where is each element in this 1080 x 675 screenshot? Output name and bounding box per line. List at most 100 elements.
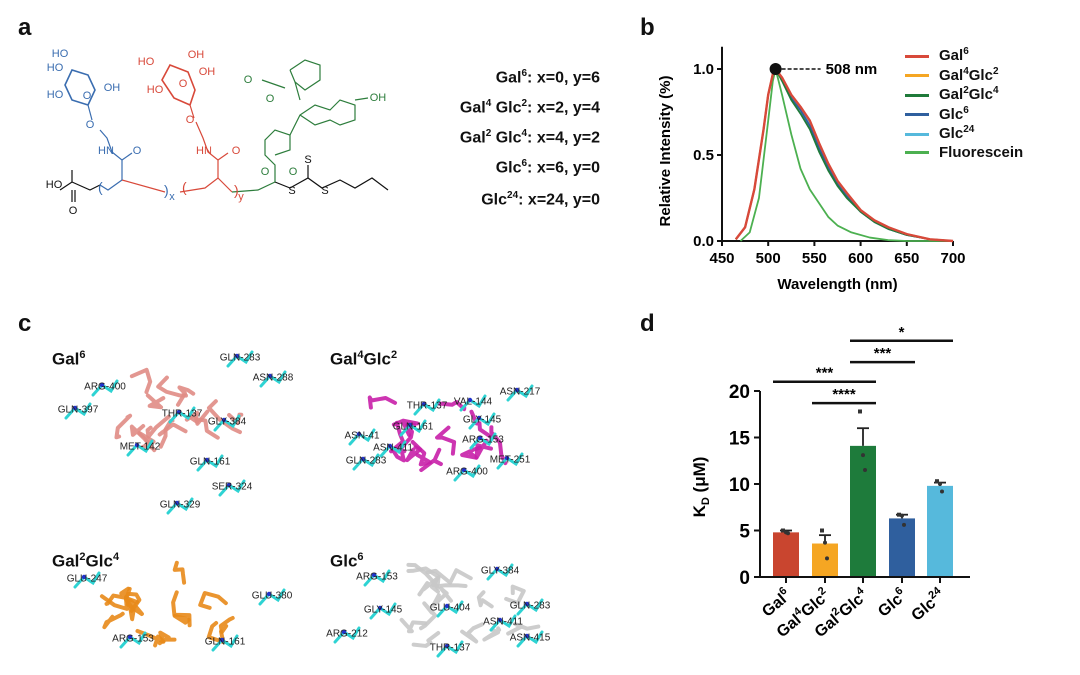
label-superscript: 6 bbox=[963, 104, 969, 116]
bond bbox=[189, 104, 195, 119]
label-name: Glc bbox=[85, 551, 113, 571]
residue-stick bbox=[64, 402, 92, 420]
data-point bbox=[863, 468, 867, 473]
label-name: Fluorescein bbox=[939, 143, 1024, 161]
residue-stick bbox=[506, 384, 534, 402]
atom-red_o_ring: O bbox=[179, 78, 188, 90]
residue-label: GLN-397 bbox=[57, 404, 99, 416]
series-line-0 bbox=[734, 67, 954, 243]
composition-item: Gal2 Glc4: x=4, y=2 bbox=[400, 128, 600, 147]
residue-label: ARG-153 bbox=[462, 434, 504, 446]
label-superscript: 4 bbox=[963, 65, 969, 77]
nitrogen-atom bbox=[266, 591, 272, 597]
ligand-stick bbox=[157, 630, 177, 646]
ligand-stick bbox=[157, 422, 188, 437]
panel-label-d: d bbox=[640, 310, 655, 337]
residue-label: ASN-411 bbox=[373, 442, 413, 454]
composition-item: Gal4 Glc2: x=2, y=4 bbox=[400, 98, 600, 117]
atom-acid_o: O bbox=[69, 205, 78, 217]
x-tick-label: Glc24 bbox=[907, 584, 950, 624]
bracket: ( bbox=[98, 179, 103, 195]
atom-s3: S bbox=[304, 154, 311, 166]
label-superscript: 4 bbox=[992, 85, 999, 96]
nitrogen-atom bbox=[204, 457, 210, 463]
ligand-stick bbox=[172, 613, 191, 625]
residue-label: GLU-404 bbox=[429, 602, 471, 614]
bracket: ) bbox=[164, 182, 169, 198]
x-tick-label: 450 bbox=[709, 250, 734, 267]
label-name: Glc bbox=[481, 191, 508, 209]
data-point bbox=[902, 522, 906, 527]
residue-stick bbox=[213, 414, 241, 432]
ligand-stick bbox=[411, 631, 441, 648]
y-tick-label: 1.0 bbox=[693, 61, 714, 78]
residue-stick bbox=[413, 398, 441, 416]
data-point bbox=[820, 528, 824, 533]
residue-stick bbox=[218, 479, 246, 497]
label-name: Glc bbox=[330, 551, 358, 571]
label-name: Gal bbox=[495, 69, 522, 87]
residue-label: GLY-384 bbox=[480, 565, 520, 577]
bond bbox=[161, 63, 196, 106]
ligand-stick bbox=[104, 593, 139, 606]
bar-4 bbox=[927, 485, 953, 577]
data-point bbox=[900, 513, 904, 518]
residue-label: THR-137 bbox=[406, 400, 448, 412]
nitrogen-atom bbox=[72, 405, 78, 411]
ylabel-subscript: D bbox=[700, 497, 712, 505]
residue-stick bbox=[379, 440, 407, 458]
nitrogen-atom bbox=[360, 456, 366, 462]
nitrogen-atom bbox=[341, 629, 347, 635]
label-superscript: 4 bbox=[521, 128, 528, 139]
bond bbox=[59, 181, 101, 191]
residue-stick bbox=[352, 453, 380, 471]
residue-label: SER-324 bbox=[211, 481, 253, 493]
atom-blue_ho3: HO bbox=[47, 89, 64, 101]
residue-label: ARG-153 bbox=[112, 633, 154, 645]
atom-y: y bbox=[238, 191, 244, 203]
residue-label: ASN-41 bbox=[344, 430, 380, 442]
residue-label: GLN-161 bbox=[204, 636, 246, 648]
docking-title: Gal2Glc4 bbox=[52, 551, 119, 572]
docking-stick-models bbox=[64, 350, 544, 658]
legend-item: Gal6 bbox=[905, 46, 969, 64]
docking-title: Gal6 bbox=[52, 349, 86, 370]
residue-label: ASN-288 bbox=[252, 372, 294, 384]
nitrogen-atom bbox=[219, 637, 225, 643]
residue-stick bbox=[486, 563, 514, 581]
nitrogen-atom bbox=[134, 442, 140, 448]
legend-swatch bbox=[905, 54, 929, 58]
atom-blue_o: O bbox=[86, 119, 95, 131]
label-superscript: 4 bbox=[112, 551, 120, 563]
y-axis-label: KD (μM) bbox=[690, 457, 712, 518]
residue-label: ARG-212 bbox=[326, 628, 368, 640]
y-axis-label: Relative Intensity (%) bbox=[657, 76, 674, 227]
bond bbox=[121, 179, 166, 193]
residue-label: ASN-411 bbox=[483, 616, 523, 628]
label-name: Gal bbox=[330, 349, 358, 369]
residue-stick bbox=[168, 406, 196, 424]
label-name: Gal bbox=[939, 86, 964, 103]
x-tick-label: 550 bbox=[802, 250, 827, 267]
residue-label: ASN-217 bbox=[499, 386, 541, 398]
bond bbox=[261, 79, 286, 89]
residue-label: GLN-161 bbox=[392, 421, 434, 433]
series-line-5 bbox=[739, 68, 953, 242]
data-point bbox=[935, 479, 939, 484]
nitrogen-atom bbox=[444, 643, 450, 649]
ligand-stick bbox=[206, 399, 242, 435]
atom-blue_ho1: HO bbox=[52, 48, 69, 60]
x-axis-label: Wavelength (nm) bbox=[777, 276, 897, 293]
nitrogen-atom bbox=[524, 633, 530, 639]
atom-red_ho1: HO bbox=[138, 56, 155, 68]
y-tick-label: 0.5 bbox=[693, 147, 714, 164]
data-point bbox=[823, 540, 827, 545]
legend-swatch bbox=[905, 74, 929, 78]
data-point bbox=[825, 556, 829, 561]
atom-blue_hn: HN bbox=[98, 145, 114, 157]
residue-label: ARG-400 bbox=[446, 466, 488, 478]
ligand-stick bbox=[189, 416, 220, 440]
residue-stick bbox=[453, 464, 481, 482]
label-superscript: 6 bbox=[521, 158, 528, 169]
